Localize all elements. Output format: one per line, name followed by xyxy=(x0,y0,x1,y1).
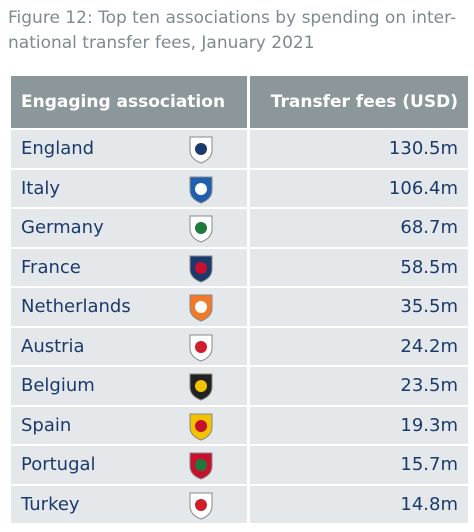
association-cell: England xyxy=(11,130,247,168)
association-cell: Netherlands xyxy=(11,288,247,326)
association-crest xyxy=(189,452,213,480)
association-crest xyxy=(189,373,213,401)
association-name: Netherlands xyxy=(21,296,131,318)
association-crest xyxy=(189,215,213,243)
association-name: England xyxy=(21,138,95,160)
table-row: France 58.5m xyxy=(11,248,468,286)
association-name: Turkey xyxy=(21,493,80,515)
association-cell: Portugal xyxy=(11,446,247,484)
title-line: Figure 12: Top ten associations by spend… xyxy=(8,8,457,28)
association-cell: Germany xyxy=(11,209,247,247)
table-row: Turkey 14.8m xyxy=(11,485,468,523)
figure-title: Figure 12: Top ten associations by spend… xyxy=(8,6,456,56)
table-row: Austria 24.2m xyxy=(11,327,468,365)
table-row: Belgium 23.5m xyxy=(11,367,468,405)
fee-cell: 106.4m xyxy=(249,169,468,207)
association-cell: Belgium xyxy=(11,367,247,405)
association-cell: Turkey xyxy=(11,485,247,523)
association-crest xyxy=(189,255,213,283)
association-crest xyxy=(189,334,213,362)
association-name: Italy xyxy=(21,177,61,199)
fee-cell: 58.5m xyxy=(249,248,468,286)
table-row: Italy 106.4m xyxy=(11,169,468,207)
table-row: Spain 19.3m xyxy=(11,406,468,444)
fee-cell: 24.2m xyxy=(249,327,468,365)
fee-cell: 19.3m xyxy=(249,406,468,444)
table-row: Netherlands 35.5m xyxy=(11,288,468,326)
table-row: England 130.5m xyxy=(11,130,468,168)
association-cell: France xyxy=(11,248,247,286)
association-name: France xyxy=(21,256,81,278)
title-line: national transfer fees, January 2021 xyxy=(8,33,315,53)
fee-cell: 68.7m xyxy=(249,209,468,247)
fee-cell: 15.7m xyxy=(249,446,468,484)
association-cell: Spain xyxy=(11,406,247,444)
association-crest xyxy=(189,294,213,322)
association-name: Portugal xyxy=(21,454,96,476)
association-name: Belgium xyxy=(21,375,95,397)
table-row: Germany 68.7m xyxy=(11,209,468,247)
association-cell: Italy xyxy=(11,169,247,207)
association-crest xyxy=(189,492,213,520)
association-cell: Austria xyxy=(11,327,247,365)
association-crest xyxy=(189,413,213,441)
header-row: Engaging association Transfer fees (USD) xyxy=(11,76,468,128)
association-name: Germany xyxy=(21,217,104,239)
table-row: Portugal 15.7m xyxy=(11,446,468,484)
association-crest xyxy=(189,136,213,164)
association-name: Austria xyxy=(21,335,85,357)
fee-cell: 14.8m xyxy=(249,485,468,523)
header-cell: Engaging association xyxy=(11,76,247,128)
fee-cell: 130.5m xyxy=(249,130,468,168)
fee-cell: 35.5m xyxy=(249,288,468,326)
table: Engaging association Transfer fees (USD)… xyxy=(8,74,471,525)
association-name: Spain xyxy=(21,414,72,436)
header-cell: Transfer fees (USD) xyxy=(249,76,468,128)
fee-cell: 23.5m xyxy=(249,367,468,405)
association-crest xyxy=(189,176,213,204)
